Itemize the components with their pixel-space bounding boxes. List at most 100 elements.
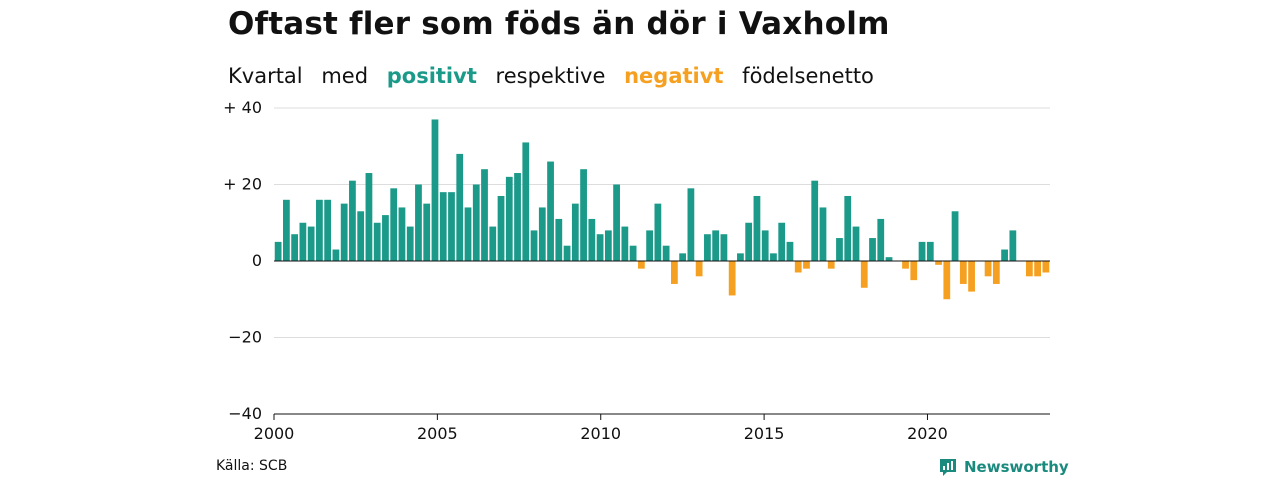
bar	[712, 230, 720, 261]
bar	[704, 234, 711, 261]
bar	[836, 238, 843, 261]
subtitle-word-net-births: födelsenetto	[742, 64, 874, 88]
bar	[307, 226, 315, 261]
bar	[803, 261, 810, 269]
bar	[538, 207, 546, 261]
bar	[555, 218, 563, 261]
bar	[522, 142, 530, 261]
bar	[274, 241, 282, 262]
bar	[472, 184, 480, 261]
bar	[1025, 261, 1033, 277]
bar	[761, 230, 769, 261]
x-tick-label: 2015	[744, 424, 785, 443]
bar	[505, 176, 513, 261]
bar	[695, 261, 703, 277]
bar	[316, 199, 323, 261]
y-tick-label: −20	[228, 328, 262, 347]
bar	[299, 222, 307, 261]
bar	[918, 241, 926, 262]
bar	[406, 226, 414, 261]
subtitle-negative-word: negativt	[624, 64, 724, 88]
bar	[464, 207, 472, 261]
y-tick-label: 0	[252, 251, 262, 270]
bar	[902, 261, 909, 269]
bar	[580, 169, 587, 261]
bar	[629, 245, 637, 261]
bar	[283, 199, 290, 261]
subtitle-word-respectively: respektive	[495, 64, 606, 88]
bar	[753, 195, 761, 261]
bar	[571, 203, 579, 262]
bar	[737, 253, 744, 261]
bar	[382, 215, 389, 261]
bar	[621, 226, 629, 261]
bar	[357, 211, 365, 261]
bar	[390, 188, 398, 261]
bar	[869, 238, 876, 261]
bar	[423, 203, 431, 262]
bar	[365, 173, 373, 261]
bar	[654, 203, 662, 262]
bar	[1009, 230, 1017, 261]
bar	[728, 261, 736, 296]
bar	[794, 261, 802, 273]
bar	[720, 234, 728, 261]
bar	[968, 261, 975, 292]
bar	[431, 119, 439, 261]
bar	[373, 222, 381, 261]
bar	[935, 261, 942, 265]
bar	[456, 153, 464, 261]
bar	[679, 253, 687, 261]
x-tick-label: 2005	[417, 424, 458, 443]
bar	[687, 188, 695, 261]
bar	[596, 234, 604, 261]
bar	[489, 226, 497, 261]
bar	[530, 230, 538, 261]
source-label: Källa: SCB	[216, 458, 288, 474]
bar	[349, 180, 356, 261]
bar	[448, 192, 455, 261]
bar	[662, 245, 670, 261]
bar	[910, 261, 918, 281]
bar	[497, 195, 505, 261]
newsworthy-logo-icon	[940, 459, 956, 476]
bar	[547, 161, 554, 261]
bar	[745, 222, 753, 261]
bar	[770, 253, 777, 261]
bar	[291, 234, 299, 261]
chart-title: Oftast fler som föds än dör i Vaxholm	[228, 6, 890, 42]
bar	[959, 261, 967, 284]
subtitle-word-quarter: Kvartal	[228, 64, 303, 88]
bar	[827, 261, 835, 269]
bar	[646, 230, 653, 261]
bar	[324, 199, 332, 261]
bar	[613, 184, 620, 261]
bar	[439, 192, 447, 261]
subtitle-word-with: med	[321, 64, 369, 88]
bar	[1034, 261, 1041, 277]
bar	[992, 261, 1000, 284]
bar	[671, 261, 678, 284]
y-tick-label: + 20	[223, 175, 262, 194]
bar	[415, 184, 422, 261]
bar	[844, 195, 852, 261]
brand-name: Newsworthy	[964, 458, 1069, 476]
x-tick-label: 2000	[254, 424, 295, 443]
bar	[481, 169, 488, 261]
bar	[786, 241, 794, 262]
x-tick-label: 2020	[907, 424, 948, 443]
bar	[852, 226, 860, 261]
bar	[926, 241, 934, 262]
y-tick-label: + 40	[223, 98, 262, 117]
subtitle-positive-word: positivt	[386, 64, 477, 88]
bar	[778, 222, 786, 261]
bar	[340, 203, 348, 262]
x-tick-label: 2010	[580, 424, 621, 443]
bar	[563, 245, 571, 261]
bar	[819, 207, 827, 261]
y-tick-label: −40	[228, 404, 262, 423]
chart-subtitle: Kvartal med positivt respektive negativt…	[228, 64, 886, 88]
bar	[951, 211, 959, 261]
bar	[604, 230, 612, 261]
